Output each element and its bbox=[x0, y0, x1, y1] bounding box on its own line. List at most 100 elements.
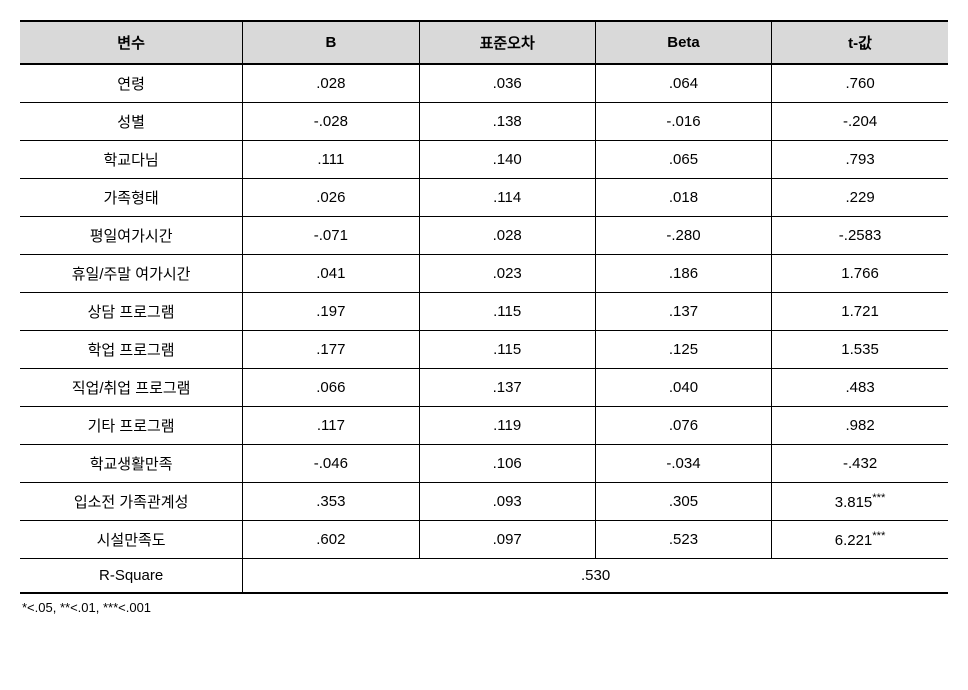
cell-se: .137 bbox=[419, 369, 595, 407]
cell-beta: .018 bbox=[595, 179, 771, 217]
cell-variable: 학교생활만족 bbox=[20, 445, 243, 483]
cell-b: .117 bbox=[243, 407, 419, 445]
cell-se: .140 bbox=[419, 141, 595, 179]
table-body: 연령.028.036.064.760성별-.028.138-.016-.204학… bbox=[20, 64, 948, 593]
cell-se: .028 bbox=[419, 217, 595, 255]
cell-t-value: -.2583 bbox=[839, 227, 882, 244]
cell-variable: 시설만족도 bbox=[20, 521, 243, 559]
cell-t: .793 bbox=[772, 141, 948, 179]
cell-beta: -.034 bbox=[595, 445, 771, 483]
cell-se: .093 bbox=[419, 483, 595, 521]
cell-variable: 학교다님 bbox=[20, 141, 243, 179]
cell-beta: -.280 bbox=[595, 217, 771, 255]
rsquare-row: R-Square.530 bbox=[20, 559, 948, 594]
cell-b: .026 bbox=[243, 179, 419, 217]
table-row: 기타 프로그램.117.119.076 .982 bbox=[20, 407, 948, 445]
cell-b: .028 bbox=[243, 64, 419, 103]
cell-se: .115 bbox=[419, 293, 595, 331]
cell-se: .106 bbox=[419, 445, 595, 483]
cell-t: .229 bbox=[772, 179, 948, 217]
table-row: 상담 프로그램.197.115.137 1.721 bbox=[20, 293, 948, 331]
cell-b: .197 bbox=[243, 293, 419, 331]
cell-t-value: .982 bbox=[845, 417, 874, 434]
table-row: 학업 프로그램.177.115.125 1.535 bbox=[20, 331, 948, 369]
cell-b: -.046 bbox=[243, 445, 419, 483]
cell-t: -.2583 bbox=[772, 217, 948, 255]
cell-t-value: .483 bbox=[845, 379, 874, 396]
col-header-b: B bbox=[243, 21, 419, 64]
rsquare-value: .530 bbox=[243, 559, 948, 594]
table-row: 입소전 가족관계성.353.093.3053.815*** bbox=[20, 483, 948, 521]
cell-beta: .137 bbox=[595, 293, 771, 331]
cell-t-value: 1.535 bbox=[841, 341, 879, 358]
cell-t-value: 1.721 bbox=[841, 303, 879, 320]
cell-beta: .186 bbox=[595, 255, 771, 293]
cell-t-value: -.432 bbox=[843, 455, 877, 472]
cell-t: .760 bbox=[772, 64, 948, 103]
cell-beta: .076 bbox=[595, 407, 771, 445]
cell-t-value: -.204 bbox=[843, 113, 877, 130]
cell-variable: 입소전 가족관계성 bbox=[20, 483, 243, 521]
cell-se: .119 bbox=[419, 407, 595, 445]
col-header-beta: Beta bbox=[595, 21, 771, 64]
table-row: 가족형태.026.114.018 .229 bbox=[20, 179, 948, 217]
cell-variable: 기타 프로그램 bbox=[20, 407, 243, 445]
cell-t: 1.535 bbox=[772, 331, 948, 369]
cell-b: .111 bbox=[243, 141, 419, 179]
cell-variable: 상담 프로그램 bbox=[20, 293, 243, 331]
cell-se: .115 bbox=[419, 331, 595, 369]
col-header-variable: 변수 bbox=[20, 21, 243, 64]
cell-t: .483 bbox=[772, 369, 948, 407]
cell-beta: -.016 bbox=[595, 103, 771, 141]
table-row: 연령.028.036.064 .760 bbox=[20, 64, 948, 103]
cell-t: -.432 bbox=[772, 445, 948, 483]
cell-b: .041 bbox=[243, 255, 419, 293]
cell-beta: .064 bbox=[595, 64, 771, 103]
cell-se: .023 bbox=[419, 255, 595, 293]
cell-variable: 직업/취업 프로그램 bbox=[20, 369, 243, 407]
rsquare-label: R-Square bbox=[20, 559, 243, 594]
cell-beta: .305 bbox=[595, 483, 771, 521]
col-header-t: t-값 bbox=[772, 21, 948, 64]
cell-b: .602 bbox=[243, 521, 419, 559]
significance-marker: *** bbox=[872, 530, 885, 542]
cell-variable: 연령 bbox=[20, 64, 243, 103]
cell-se: .138 bbox=[419, 103, 595, 141]
cell-variable: 가족형태 bbox=[20, 179, 243, 217]
cell-variable: 성별 bbox=[20, 103, 243, 141]
cell-t: 3.815*** bbox=[772, 483, 948, 521]
cell-t: 6.221*** bbox=[772, 521, 948, 559]
cell-variable: 평일여가시간 bbox=[20, 217, 243, 255]
cell-beta: .065 bbox=[595, 141, 771, 179]
cell-se: .036 bbox=[419, 64, 595, 103]
cell-b: .353 bbox=[243, 483, 419, 521]
col-header-se: 표준오차 bbox=[419, 21, 595, 64]
cell-b: .177 bbox=[243, 331, 419, 369]
cell-variable: 휴일/주말 여가시간 bbox=[20, 255, 243, 293]
cell-t-value: 1.766 bbox=[841, 265, 879, 282]
cell-t-value: .229 bbox=[845, 189, 874, 206]
cell-t: -.204 bbox=[772, 103, 948, 141]
regression-table-container: 변수 B 표준오차 Beta t-값 연령.028.036.064.760성별-… bbox=[20, 20, 948, 615]
cell-beta: .523 bbox=[595, 521, 771, 559]
table-row: 학교다님.111.140.065 .793 bbox=[20, 141, 948, 179]
cell-t-value: .760 bbox=[845, 75, 874, 92]
cell-t: 1.721 bbox=[772, 293, 948, 331]
cell-variable: 학업 프로그램 bbox=[20, 331, 243, 369]
cell-t-value: .793 bbox=[845, 151, 874, 168]
cell-b: -.028 bbox=[243, 103, 419, 141]
cell-b: -.071 bbox=[243, 217, 419, 255]
cell-t-value: 3.815 bbox=[835, 494, 873, 511]
cell-t: 1.766 bbox=[772, 255, 948, 293]
cell-se: .097 bbox=[419, 521, 595, 559]
cell-se: .114 bbox=[419, 179, 595, 217]
cell-t: .982 bbox=[772, 407, 948, 445]
table-row: 학교생활만족-.046.106-.034 -.432 bbox=[20, 445, 948, 483]
cell-b: .066 bbox=[243, 369, 419, 407]
table-row: 휴일/주말 여가시간.041.023.186 1.766 bbox=[20, 255, 948, 293]
significance-marker: *** bbox=[872, 492, 885, 504]
cell-beta: .125 bbox=[595, 331, 771, 369]
regression-table: 변수 B 표준오차 Beta t-값 연령.028.036.064.760성별-… bbox=[20, 20, 948, 594]
table-header-row: 변수 B 표준오차 Beta t-값 bbox=[20, 21, 948, 64]
cell-beta: .040 bbox=[595, 369, 771, 407]
